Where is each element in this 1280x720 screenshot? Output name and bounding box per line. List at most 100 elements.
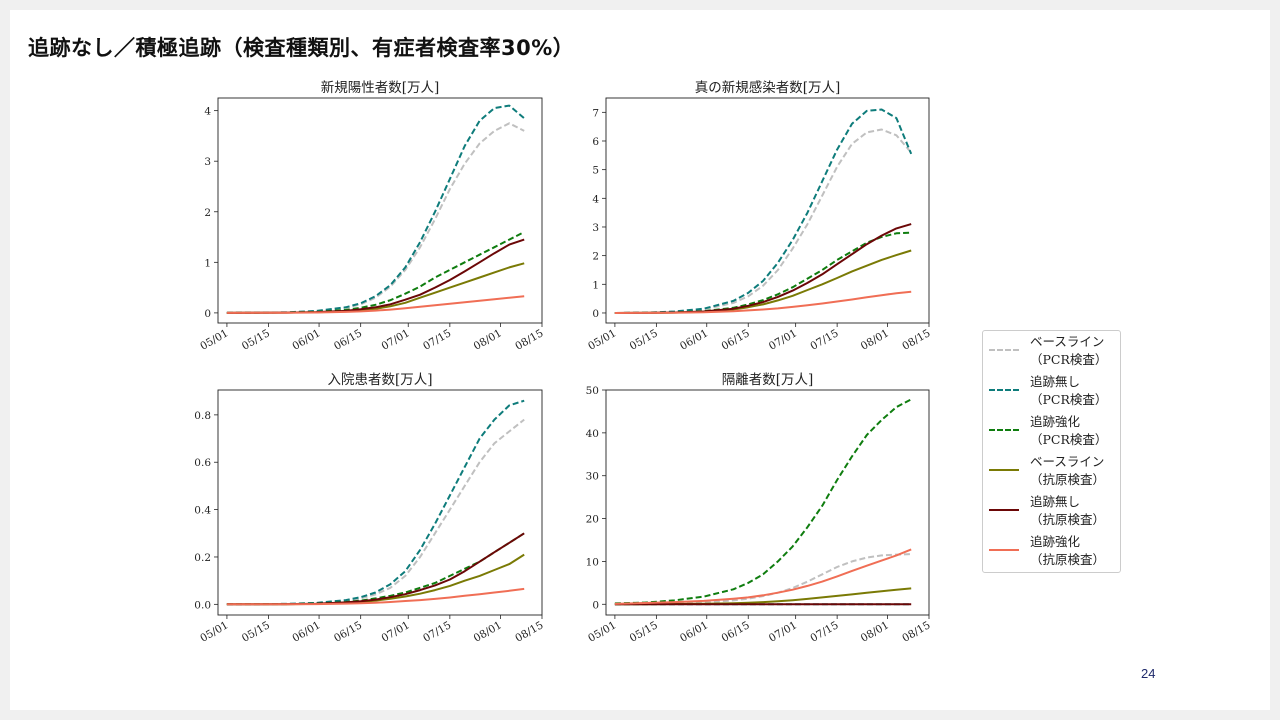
- x-tick-label: 05/15: [628, 619, 660, 645]
- x-tick-label: 06/15: [720, 619, 752, 645]
- x-tick-label: 06/01: [290, 327, 322, 353]
- legend-swatch: [989, 429, 1019, 431]
- chart-title: 入院患者数[万人]: [327, 372, 432, 388]
- legend-item: 追跡無し （抗原検査）: [983, 493, 1122, 533]
- chart-title: 真の新規感染者数[万人]: [695, 79, 841, 96]
- legend-label: 追跡強化 （抗原検査）: [1030, 534, 1106, 567]
- series-line: [226, 399, 525, 606]
- x-tick-label: 08/01: [472, 619, 504, 645]
- x-tick-label: 08/15: [513, 327, 545, 353]
- y-tick-label: 40: [586, 428, 599, 440]
- y-tick-label: 0.0: [194, 599, 211, 611]
- x-tick-label: 05/01: [198, 327, 230, 353]
- y-tick-label: 0.2: [194, 552, 211, 564]
- legend-item: 追跡無し （PCR検査）: [983, 373, 1122, 413]
- y-tick-label: 0.4: [194, 505, 211, 517]
- legend-swatch: [989, 349, 1019, 351]
- x-tick-label: 05/01: [586, 327, 618, 353]
- legend-item: ベースライン （抗原検査）: [983, 453, 1122, 493]
- series-line: [614, 128, 912, 314]
- legend-swatch: [989, 389, 1019, 391]
- series-line: [614, 290, 912, 314]
- series-line: [226, 122, 525, 314]
- legend-swatch: [989, 549, 1019, 551]
- y-tick-label: 10: [586, 556, 599, 568]
- y-tick-label: 4: [592, 193, 599, 205]
- plot-frame: [217, 97, 543, 324]
- y-tick-label: 1: [592, 279, 599, 291]
- x-tick-label: 05/15: [628, 327, 660, 353]
- x-tick-label: 07/01: [380, 327, 412, 353]
- x-tick-label: 08/15: [900, 619, 932, 645]
- series-line: [226, 587, 525, 606]
- series-line: [226, 418, 525, 606]
- legend-item: 追跡強化 （抗原検査）: [983, 533, 1122, 573]
- y-tick-label: 0: [592, 308, 599, 320]
- chart-panel: 入院患者数[万人] 0.0 0.2 0.4 0.6 0.8 05/01 05/15 06/01 0…: [194, 372, 545, 645]
- y-tick-label: 0: [592, 599, 599, 611]
- legend-label: ベースライン （PCR検査）: [1030, 334, 1108, 367]
- y-tick-label: 1: [204, 257, 211, 269]
- chart-panel: 真の新規感染者数[万人] 0 1 2 3 4 5 6 7 05/01 05/15 06/01 06/15…: [586, 79, 932, 353]
- x-tick-label: 05/01: [586, 619, 618, 645]
- x-tick-label: 08/01: [859, 327, 891, 353]
- x-tick-label: 07/01: [767, 327, 799, 353]
- x-tick-label: 08/15: [900, 327, 932, 353]
- y-tick-label: 0: [204, 308, 211, 320]
- legend-item: ベースライン （PCR検査）: [983, 333, 1122, 373]
- x-tick-label: 06/15: [720, 327, 752, 353]
- legend-label: 追跡無し （PCR検査）: [1030, 374, 1108, 407]
- series-line: [226, 231, 525, 314]
- x-tick-label: 07/15: [421, 327, 453, 353]
- slide-title: 追跡なし／積極追跡（検査種類別、有症者検査率30%）: [28, 36, 575, 60]
- y-tick-label: 6: [592, 136, 599, 148]
- chart-legend: ベースライン （PCR検査） 追跡無し （PCR検査） 追跡強化 （PCR検査） ベー…: [982, 330, 1121, 573]
- y-tick-label: 0.6: [194, 457, 211, 469]
- x-tick-label: 07/01: [380, 619, 412, 645]
- y-tick-label: 2: [592, 251, 599, 263]
- chart-panel: 新規陽性者数[万人] 0 1 2 3 4 05/01 05/15 06/01 06/15 07/01…: [198, 80, 545, 353]
- chart-title: 隔離者数[万人]: [722, 372, 814, 388]
- plot-frame: [217, 389, 543, 616]
- x-tick-label: 08/01: [472, 327, 504, 353]
- series-line: [614, 548, 912, 605]
- x-tick-label: 08/15: [513, 619, 545, 645]
- y-tick-label: 3: [204, 156, 211, 168]
- x-tick-label: 07/01: [767, 619, 799, 645]
- legend-label: 追跡強化 （PCR検査）: [1030, 414, 1108, 447]
- page-number: 24: [1141, 666, 1156, 681]
- y-tick-label: 4: [204, 106, 211, 118]
- plot-frame: [605, 97, 930, 324]
- y-tick-label: 2: [204, 207, 211, 219]
- legend-swatch: [989, 509, 1019, 511]
- x-tick-label: 05/15: [240, 619, 272, 645]
- y-tick-label: 30: [586, 471, 599, 483]
- y-tick-label: 50: [586, 385, 599, 397]
- x-tick-label: 06/01: [678, 327, 710, 353]
- chart-panel: 隔離者数[万人] 0 10 20 30 40 50 05/01 05/15 06/01 06/15 0…: [586, 372, 933, 645]
- series-line: [226, 295, 525, 314]
- x-tick-label: 06/15: [332, 327, 364, 353]
- x-tick-label: 06/01: [290, 619, 322, 645]
- series-line: [614, 398, 912, 605]
- legend-label: ベースライン （抗原検査）: [1030, 454, 1106, 487]
- x-tick-label: 08/01: [859, 619, 891, 645]
- x-tick-label: 05/15: [240, 327, 272, 353]
- x-tick-label: 07/15: [421, 619, 453, 645]
- y-tick-label: 7: [592, 107, 599, 119]
- y-tick-label: 0.8: [194, 410, 211, 422]
- plot-frame: [605, 389, 930, 616]
- legend-swatch: [989, 469, 1019, 471]
- legend-item: 追跡強化 （PCR検査）: [983, 413, 1122, 453]
- chart-title: 新規陽性者数[万人]: [321, 80, 440, 96]
- legend-label: 追跡無し （抗原検査）: [1030, 494, 1106, 527]
- series-line: [614, 553, 912, 606]
- x-tick-label: 06/01: [678, 619, 710, 645]
- x-tick-label: 07/15: [808, 619, 840, 645]
- x-tick-label: 06/15: [332, 619, 364, 645]
- series-line: [226, 238, 525, 314]
- series-line: [226, 104, 525, 314]
- y-tick-label: 5: [592, 165, 599, 177]
- x-tick-label: 07/15: [808, 327, 840, 353]
